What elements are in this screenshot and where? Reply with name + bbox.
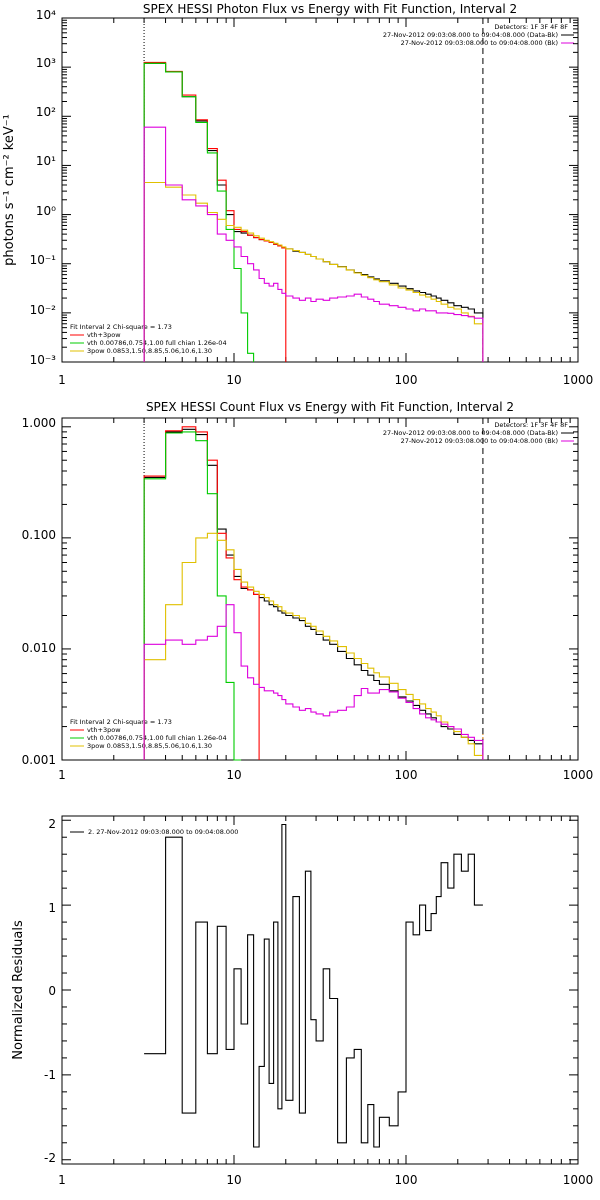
y-tick-label: 10⁻²	[30, 303, 57, 317]
y-tick-label: 1	[48, 901, 56, 915]
legend-entry: 27-Nov-2012 09:03:08.000 to 09:04:08.000…	[401, 437, 558, 445]
count-flux-fit-info: Fit Interval 2 Chi-square = 1.73 vth+3po…	[70, 718, 227, 750]
fit-info-line: vth 0.00786,0.754,1.00 full chian 1.26e-…	[87, 734, 227, 742]
plot-frame	[61, 417, 579, 761]
y-tick-label: 10⁰	[36, 204, 56, 218]
y-tick-label: 10³	[36, 56, 56, 70]
fit-info-line: 3pow 0.0853,1.50,8.85,5.06,10.6,1.30	[87, 347, 212, 355]
count-flux-y-tick-labels: 0.001 0.010 0.100 1.000	[22, 416, 56, 767]
x-tick-label: 100	[395, 373, 418, 387]
y-tick-label: 10⁴	[36, 8, 56, 22]
y-tick-label: 0.001	[22, 753, 56, 767]
fit-info-line: 3pow 0.0853,1.50,8.85,5.06,10.6,1.30	[87, 742, 212, 750]
plot-area-2	[61, 417, 579, 761]
residuals-y-label: Normalized Residuals	[11, 920, 26, 1060]
x-tick-label: 1000	[563, 768, 594, 782]
x-tick-label: 1	[58, 768, 66, 782]
x-tick-label: 10	[226, 1173, 241, 1187]
y-tick-label: 0	[48, 984, 56, 998]
y-tick-label: 2	[48, 817, 56, 831]
series-line-2	[143, 61, 287, 362]
x-tick-label: 10	[226, 373, 241, 387]
photon-flux-legend-header: Detectors: 1F 3F 4F 8F 27-Nov-2012 09:03…	[383, 23, 574, 47]
photon-flux-panel: SPEX HESSI Photon Flux vs Energy with Fi…	[2, 2, 593, 387]
series-line-2	[143, 426, 260, 760]
series-line-3	[143, 62, 255, 362]
photon-flux-y-label: photons s⁻¹ cm⁻² keV⁻¹	[2, 114, 17, 266]
series-line-5	[143, 126, 484, 362]
residuals-panel: Normalized Residuals 1 10 100 1000 -2 -1…	[11, 817, 593, 1187]
legend-entry: 27-Nov-2012 09:03:08.000 to 09:04:08.000…	[383, 429, 558, 437]
count-flux-x-tick-labels: 1 10 100 1000	[58, 768, 593, 782]
fit-info-line: vth+3pow	[87, 331, 121, 339]
x-tick-label: 1000	[563, 373, 594, 387]
series-line-1	[143, 428, 484, 760]
fit-info-line: Fit Interval 2 Chi-square = 1.73	[70, 718, 172, 726]
y-tick-label: -1	[44, 1068, 56, 1082]
residuals-x-tick-labels: 1 10 100 1000	[58, 1173, 593, 1187]
series-line-1	[144, 823, 483, 1148]
series-line-5	[143, 604, 484, 760]
x-tick-label: 100	[395, 1173, 418, 1187]
photon-flux-x-tick-labels: 1 10 100 1000	[58, 373, 593, 387]
series-line-4	[143, 532, 484, 760]
residuals-y-tick-labels: -2 -1 0 1 2	[44, 817, 56, 1165]
x-tick-label: 1000	[563, 1173, 594, 1187]
y-tick-label: 10⁻³	[30, 353, 57, 367]
legend-detectors: Detectors: 1F 3F 4F 8F	[494, 23, 568, 31]
fit-info-line: vth+3pow	[87, 726, 121, 734]
x-tick-label: 100	[395, 768, 418, 782]
photon-flux-title: SPEX HESSI Photon Flux vs Energy with Fi…	[143, 2, 517, 16]
x-tick-label: 1	[58, 373, 66, 387]
y-tick-label: 0.010	[22, 641, 56, 655]
y-tick-label: 10²	[36, 105, 56, 119]
fit-info-line: Fit Interval 2 Chi-square = 1.73	[70, 323, 172, 331]
count-flux-title: SPEX HESSI Count Flux vs Energy with Fit…	[146, 400, 514, 414]
y-tick-label: 10⁻¹	[30, 253, 57, 267]
y-tick-label: -2	[44, 1151, 56, 1165]
plot-frame	[61, 17, 579, 363]
x-tick-label: 10	[226, 768, 241, 782]
count-flux-legend-header: Detectors: 1F 3F 4F 8F 27-Nov-2012 09:03…	[383, 421, 574, 445]
photon-flux-fit-info: Fit Interval 2 Chi-square = 1.73 vth+3po…	[70, 323, 227, 355]
residuals-legend: 2. 27-Nov-2012 09:03:08.000 to 09:04:08.…	[70, 828, 238, 836]
y-tick-label: 0.100	[22, 528, 56, 542]
series-line-3	[143, 431, 242, 761]
count-flux-panel: SPEX HESSI Count Flux vs Energy with Fit…	[22, 400, 594, 782]
photon-flux-y-tick-labels: 10⁻³ 10⁻² 10⁻¹ 10⁰ 10¹ 10² 10³ 10⁴	[30, 8, 57, 367]
y-tick-label: 10¹	[36, 154, 56, 168]
fit-info-line: vth 0.00786,0.754,1.00 full chian 1.26e-…	[87, 339, 227, 347]
plot-area-3	[61, 815, 579, 1165]
series-line-4	[143, 181, 484, 362]
legend-entry: 27-Nov-2012 09:03:08.000 to 09:04:08.000…	[401, 39, 558, 47]
legend-entry: 2. 27-Nov-2012 09:03:08.000 to 09:04:08.…	[88, 828, 238, 836]
plot-area-1	[61, 17, 579, 363]
legend-detectors: Detectors: 1F 3F 4F 8F	[494, 421, 568, 429]
legend-entry: 27-Nov-2012 09:03:08.000 to 09:04:08.000…	[383, 31, 558, 39]
x-tick-label: 1	[58, 1173, 66, 1187]
y-tick-label: 1.000	[22, 416, 56, 430]
